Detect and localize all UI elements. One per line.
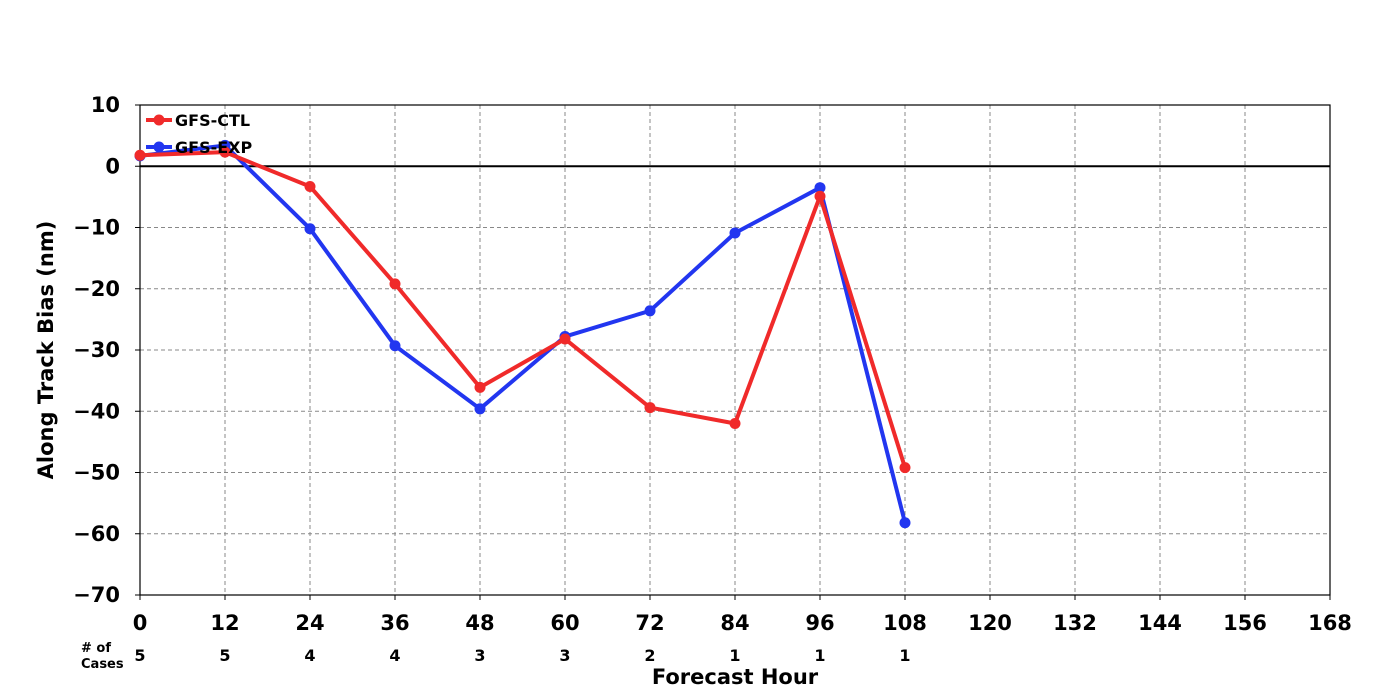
y-axis-title: Along Track Bias (nm) <box>34 221 58 480</box>
gfs-ctl-point <box>559 333 571 345</box>
gfs-ctl-point <box>389 278 401 290</box>
x-tick-label: 24 <box>295 611 324 635</box>
x-tick-label: 36 <box>380 611 409 635</box>
y-tick-label: −50 <box>73 461 120 485</box>
gfs-ctl-point <box>474 381 486 393</box>
y-tick-label: −70 <box>73 583 120 607</box>
series-layer <box>134 139 911 529</box>
gfs-ctl-point <box>644 402 656 414</box>
x-tick-label: 0 <box>133 611 148 635</box>
gfs-exp-point <box>814 182 826 194</box>
x-tick-label: 60 <box>550 611 579 635</box>
case-count: 5 <box>219 646 230 665</box>
gfs-ctl-point <box>304 180 316 192</box>
case-count: 5 <box>134 646 145 665</box>
case-count: 4 <box>304 646 315 665</box>
case-count: 3 <box>559 646 570 665</box>
x-tick-label: 84 <box>720 611 749 635</box>
x-tick-label: 108 <box>883 611 927 635</box>
x-tick-label: 168 <box>1308 611 1352 635</box>
x-tick-labels: 0 12 24 36 48 60 72 84 96 108 120 132 144 156 168 <box>133 595 1352 635</box>
gfs-ctl-line <box>139 150 907 469</box>
cases-row: # of Cases 5 5 4 4 3 3 2 1 1 1 <box>81 641 911 672</box>
y-tick-label: −60 <box>73 522 120 546</box>
legend-gfs-ctl-marker <box>153 114 165 126</box>
case-count: 1 <box>814 646 825 665</box>
y-tick-label: −30 <box>73 338 120 362</box>
gfs-exp-point <box>474 403 486 415</box>
case-count: 1 <box>729 646 740 665</box>
x-tick-label: 12 <box>210 611 239 635</box>
y-tick-label: −20 <box>73 277 120 301</box>
gfs-exp-point <box>644 305 656 317</box>
gfs-ctl-point <box>219 146 231 158</box>
gfs-exp-point <box>389 340 401 352</box>
case-count: 2 <box>644 646 655 665</box>
legend: GFS-CTL GFS-EXP <box>146 111 252 157</box>
case-count: 4 <box>389 646 400 665</box>
y-tick-label: 0 <box>105 154 120 178</box>
x-axis-title: Forecast Hour <box>652 665 819 689</box>
x-tick-label: 72 <box>635 611 664 635</box>
gfs-ctl-point <box>729 418 741 429</box>
gfs-exp-line <box>139 143 907 524</box>
x-tick-label: 96 <box>805 611 834 635</box>
gfs-ctl-point <box>134 149 146 161</box>
legend-gfs-exp-label: GFS-EXP <box>175 138 252 157</box>
gfs-exp-point <box>304 223 316 235</box>
case-count: 1 <box>899 646 910 665</box>
gfs-exp-point <box>899 517 911 529</box>
x-tick-label: 132 <box>1053 611 1097 635</box>
gfs-exp-point <box>729 227 741 239</box>
gfs-ctl-point <box>814 190 826 202</box>
y-tick-label: −40 <box>73 399 120 423</box>
legend-gfs-exp-marker <box>153 141 165 153</box>
cases-title: # of Cases <box>81 641 124 672</box>
x-tick-label: 120 <box>968 611 1012 635</box>
y-tick-label: −10 <box>73 216 120 240</box>
y-tick-label: 10 <box>91 93 120 117</box>
x-tick-label: 144 <box>1138 611 1182 635</box>
x-tick-label: 48 <box>465 611 494 635</box>
x-tick-label: 156 <box>1223 611 1267 635</box>
legend-gfs-ctl-label: GFS-CTL <box>175 111 250 130</box>
y-tick-labels: 10 0 −10 −20 −30 −40 −50 −60 −70 <box>73 93 140 607</box>
grid-layer <box>140 105 1330 595</box>
gfs-ctl-point <box>899 462 911 474</box>
case-count: 3 <box>474 646 485 665</box>
